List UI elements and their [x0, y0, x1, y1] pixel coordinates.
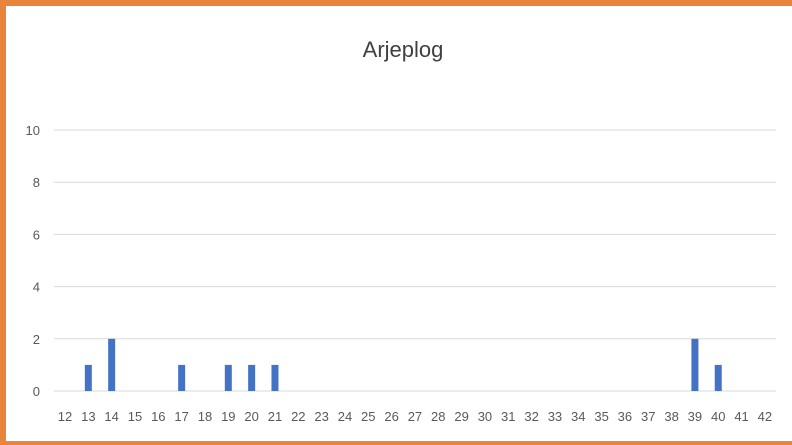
x-tick-label: 15 [128, 409, 142, 424]
x-tick-label: 40 [711, 409, 725, 424]
x-tick-label: 29 [454, 409, 468, 424]
bar-14 [108, 338, 116, 391]
x-tick-label: 25 [361, 409, 375, 424]
chart-title: Arjeplog [363, 37, 444, 62]
x-tick-label: 35 [594, 409, 608, 424]
x-tick-label: 17 [174, 409, 188, 424]
x-tick-label: 30 [478, 409, 492, 424]
x-tick-label: 18 [198, 409, 212, 424]
x-tick-label: 13 [81, 409, 95, 424]
y-tick-label: 6 [33, 227, 40, 242]
x-tick-label: 38 [664, 409, 678, 424]
x-tick-label: 34 [571, 409, 585, 424]
x-tick-label: 24 [338, 409, 352, 424]
bar-17 [178, 364, 186, 391]
y-tick-label: 0 [33, 384, 40, 399]
x-tick-label: 32 [524, 409, 538, 424]
bar-13 [84, 364, 92, 391]
y-tick-label: 4 [33, 280, 40, 295]
x-tick-label: 41 [734, 409, 748, 424]
x-tick-label: 26 [384, 409, 398, 424]
x-tick-label: 31 [501, 409, 515, 424]
x-axis-ticks: 12 13 14 15 16 17 18 19 20 21 22 23 24 25 26 27 28 29 30 31… [58, 409, 772, 424]
bar-40 [714, 364, 722, 391]
x-tick-label: 20 [244, 409, 258, 424]
x-tick-label: 21 [268, 409, 282, 424]
x-tick-label: 27 [408, 409, 422, 424]
bar-39 [691, 338, 699, 391]
bar-21 [271, 364, 279, 391]
x-tick-label: 42 [758, 409, 772, 424]
y-tick-label: 2 [33, 332, 40, 347]
x-tick-label: 22 [291, 409, 305, 424]
x-tick-label: 12 [58, 409, 72, 424]
x-tick-label: 39 [688, 409, 702, 424]
x-tick-label: 16 [151, 409, 165, 424]
y-tick-label: 8 [33, 175, 40, 190]
x-tick-label: 33 [548, 409, 562, 424]
x-tick-label: 14 [104, 409, 118, 424]
gridlines [54, 129, 776, 392]
y-axis-ticks: 0 2 4 6 8 10 [26, 123, 40, 399]
x-tick-label: 28 [431, 409, 445, 424]
bar-20 [248, 364, 256, 391]
x-tick-label: 19 [221, 409, 235, 424]
bars [84, 338, 722, 391]
y-tick-label: 10 [26, 123, 40, 138]
bar-19 [224, 364, 232, 391]
x-tick-label: 36 [618, 409, 632, 424]
x-tick-label: 37 [641, 409, 655, 424]
x-tick-label: 23 [314, 409, 328, 424]
